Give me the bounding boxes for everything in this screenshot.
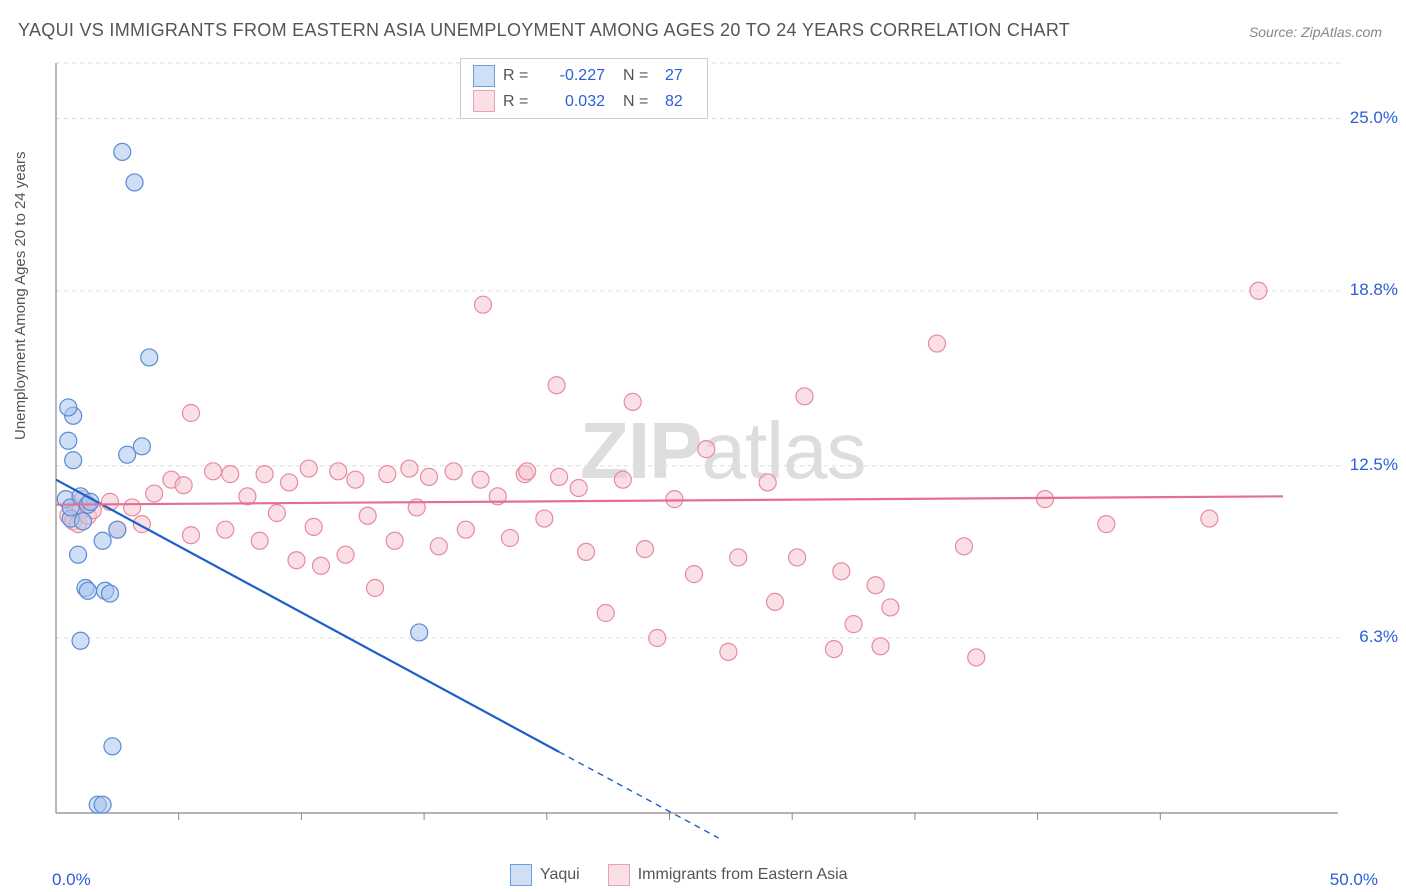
y-axis-label: Unemployment Among Ages 20 to 24 years [12, 151, 29, 440]
source-attribution: Source: ZipAtlas.com [1249, 24, 1382, 40]
x-axis-origin-label: 0.0% [52, 870, 91, 890]
legend-swatch [473, 90, 495, 112]
correlation-legend-row: R = -0.227 N = 27 [473, 63, 695, 89]
legend-r-value: 0.032 [545, 89, 605, 115]
legend-swatch [510, 864, 532, 886]
x-axis-max-label: 50.0% [1330, 870, 1378, 890]
correlation-legend: R = -0.227 N = 27 R = 0.032 N = 82 [460, 58, 708, 119]
series-legend: Yaqui Immigrants from Eastern Asia [510, 864, 848, 886]
legend-n-value: 82 [665, 89, 695, 115]
y-tick-label: 25.0% [1350, 108, 1398, 128]
correlation-legend-row: R = 0.032 N = 82 [473, 89, 695, 115]
series-legend-item: Immigrants from Eastern Asia [608, 864, 848, 886]
legend-r-label: R = [503, 63, 537, 89]
series-legend-item: Yaqui [510, 864, 580, 886]
y-tick-label: 18.8% [1350, 280, 1398, 300]
series-legend-label: Immigrants from Eastern Asia [638, 866, 848, 884]
legend-swatch [473, 65, 495, 87]
chart-area [48, 55, 1343, 845]
y-tick-label: 6.3% [1359, 627, 1398, 647]
legend-r-label: R = [503, 89, 537, 115]
legend-n-label: N = [623, 63, 657, 89]
legend-n-value: 27 [665, 63, 695, 89]
legend-n-label: N = [623, 89, 657, 115]
scatter-chart [48, 55, 1343, 845]
y-tick-label: 12.5% [1350, 455, 1398, 475]
legend-swatch [608, 864, 630, 886]
legend-r-value: -0.227 [545, 63, 605, 89]
chart-title: YAQUI VS IMMIGRANTS FROM EASTERN ASIA UN… [18, 20, 1070, 41]
series-legend-label: Yaqui [540, 866, 580, 884]
